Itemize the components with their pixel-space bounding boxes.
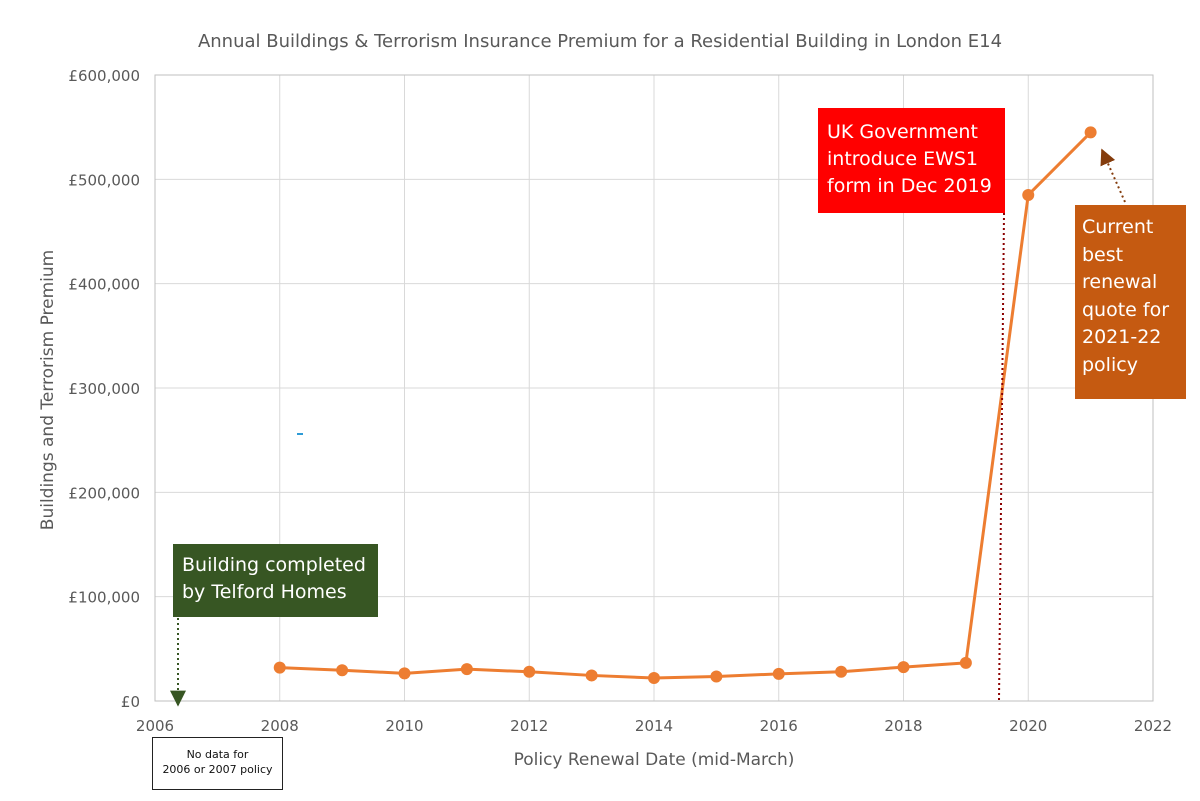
annotation-building-completed: Building completed by Telford Homes [173,544,378,617]
annotation-current-quote: Current best renewal quote for 2021-22 p… [1075,205,1186,399]
x-tick-labels: 2006 2008 2010 2012 2014 2016 2018 2020 2022 [136,717,1172,735]
annotation-line: by Telford Homes [182,581,347,603]
annotation-line: 2006 or 2007 policy [162,763,273,776]
x-tick-label: 2012 [510,717,548,735]
data-point [959,656,972,669]
data-point [273,661,286,674]
data-point [460,663,473,676]
ews1-pointer-line [998,212,1005,702]
annotation-no-data: No data for 2006 or 2007 policy [152,737,283,790]
annotation-line: introduce EWS1 [827,148,979,170]
x-tick-label: 2020 [1009,717,1047,735]
y-tick-labels: £0 £100,000 £200,000 £300,000 £400,000 £500,0… [68,67,140,711]
annotation-line: quote for [1082,298,1170,321]
data-point [398,667,411,680]
y-tick-label: £600,000 [68,67,140,85]
chart-title: Annual Buildings & Terrorism Insurance P… [198,31,1002,52]
annotation-line: Building completed [182,554,366,576]
data-point [336,664,349,677]
x-tick-label: 2008 [261,717,299,735]
data-point [1022,188,1035,201]
annotation-line: UK Government [827,121,978,143]
quote-pointer-arrow [1100,148,1126,203]
y-tick-label: £200,000 [68,484,140,502]
data-point [710,670,723,683]
series-line [279,131,1092,680]
data-point [648,672,660,685]
annotation-ews1: UK Government introduce EWS1 form in Dec… [818,108,1005,213]
x-tick-label: 2010 [385,717,423,735]
data-point [523,665,536,678]
x-tick-label: 2022 [1134,717,1172,735]
data-point [772,667,785,680]
x-axis-label: Policy Renewal Date (mid-March) [514,750,795,770]
x-tick-label: 2006 [136,717,174,735]
x-tick-label: 2016 [760,717,798,735]
data-point [585,669,598,682]
data-point [835,665,848,678]
annotation-line: renewal [1082,271,1158,293]
y-tick-label: £0 [121,693,140,711]
data-point [897,661,910,674]
annotation-line: 2021-22 [1082,326,1162,348]
x-tick-label: 2014 [635,717,673,735]
series-layer [273,126,1097,685]
y-tick-label: £400,000 [68,276,140,294]
annotation-line: Current [1082,216,1154,238]
x-tick-label: 2018 [884,717,922,735]
y-axis-label: Buildings and Terrorism Premium [38,250,58,530]
annotation-line: policy [1082,353,1138,376]
data-point [1084,126,1097,139]
annotation-line: form in Dec 2019 [827,175,992,197]
y-tick-label: £300,000 [68,380,140,398]
y-tick-label: £100,000 [68,589,140,607]
y-tick-label: £500,000 [68,171,140,189]
annotation-line: No data for [186,748,249,761]
annotation-line: best [1082,243,1124,266]
